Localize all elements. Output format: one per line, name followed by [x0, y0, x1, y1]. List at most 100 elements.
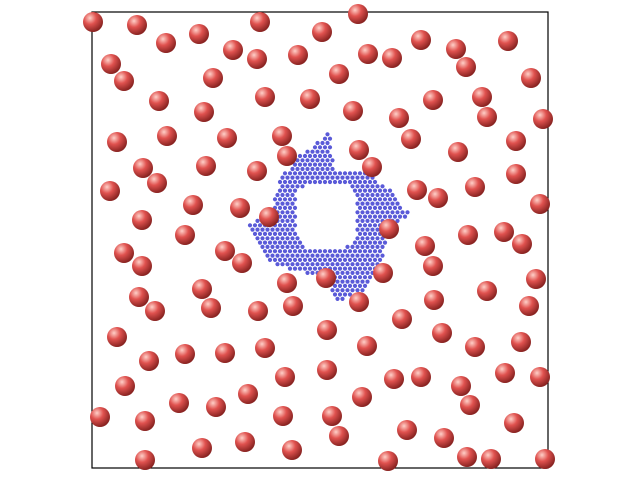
small-particle [320, 176, 324, 180]
large-particle [100, 181, 120, 201]
small-particle [390, 193, 394, 197]
small-particle [265, 228, 269, 232]
small-particle [365, 184, 369, 188]
small-particle [315, 150, 319, 154]
small-particle [330, 262, 334, 266]
small-particle [318, 171, 322, 175]
small-particle [283, 189, 287, 193]
small-particle [358, 275, 362, 279]
small-particle [363, 232, 367, 236]
small-particle [370, 254, 374, 258]
small-particle [365, 262, 369, 266]
small-particle [293, 241, 297, 245]
small-particle [373, 241, 377, 245]
small-particle [323, 180, 327, 184]
small-particle [305, 158, 309, 162]
small-particle [320, 150, 324, 154]
small-particle [325, 254, 329, 258]
large-particle [384, 369, 404, 389]
large-particle [504, 413, 524, 433]
small-particle [305, 176, 309, 180]
large-particle [247, 49, 267, 69]
small-particle [368, 241, 372, 245]
small-particle [300, 167, 304, 171]
large-particle [472, 87, 492, 107]
small-particle [298, 249, 302, 253]
large-particle [277, 146, 297, 166]
small-particle [370, 202, 374, 206]
small-particle [358, 249, 362, 253]
small-particle [298, 267, 302, 271]
large-particle [316, 268, 336, 288]
small-particle [358, 171, 362, 175]
small-particle [370, 262, 374, 266]
small-particle [373, 249, 377, 253]
small-particle [280, 236, 284, 240]
large-particle [145, 301, 165, 321]
large-particle [465, 177, 485, 197]
small-particle [290, 254, 294, 258]
small-particle [313, 180, 317, 184]
small-particle [288, 197, 292, 201]
large-particle [129, 287, 149, 307]
small-particle [280, 219, 284, 223]
small-particle [358, 284, 362, 288]
small-particle [363, 275, 367, 279]
small-particle [290, 262, 294, 266]
small-particle [400, 210, 404, 214]
small-particle [323, 249, 327, 253]
small-particle [270, 228, 274, 232]
large-particle [175, 344, 195, 364]
small-particle [375, 219, 379, 223]
small-particle [255, 228, 259, 232]
small-particle [375, 236, 379, 240]
small-particle [338, 249, 342, 253]
small-particle [275, 245, 279, 249]
large-particle [481, 449, 501, 469]
small-particle [348, 284, 352, 288]
small-particle [353, 180, 357, 184]
small-particle [360, 202, 364, 206]
small-particle [303, 258, 307, 262]
small-particle [358, 206, 362, 210]
small-particle [290, 176, 294, 180]
small-particle [298, 258, 302, 262]
large-particle [446, 39, 466, 59]
small-particle [375, 184, 379, 188]
large-particle [183, 195, 203, 215]
large-particle [247, 161, 267, 181]
small-particle [385, 210, 389, 214]
small-particle [350, 184, 354, 188]
small-particle [288, 249, 292, 253]
small-particle [378, 197, 382, 201]
small-particle [303, 154, 307, 158]
large-particle [329, 426, 349, 446]
large-particle [451, 376, 471, 396]
small-particle [348, 171, 352, 175]
small-particle [343, 267, 347, 271]
small-particle [360, 262, 364, 266]
small-particle [348, 267, 352, 271]
small-particle [380, 202, 384, 206]
small-particle [330, 288, 334, 292]
small-particle [273, 241, 277, 245]
small-particle [375, 202, 379, 206]
small-particle [338, 267, 342, 271]
large-particle [362, 157, 382, 177]
small-particle [290, 167, 294, 171]
small-particle [275, 202, 279, 206]
small-particle [253, 223, 257, 227]
small-particle [308, 258, 312, 262]
small-particle [308, 249, 312, 253]
small-particle [345, 262, 349, 266]
small-particle [318, 180, 322, 184]
small-particle [318, 145, 322, 149]
large-particle [465, 337, 485, 357]
small-particle [388, 197, 392, 201]
small-particle [303, 180, 307, 184]
small-particle [283, 215, 287, 219]
small-particle [358, 197, 362, 201]
large-particle [114, 243, 134, 263]
large-particle [83, 12, 103, 32]
